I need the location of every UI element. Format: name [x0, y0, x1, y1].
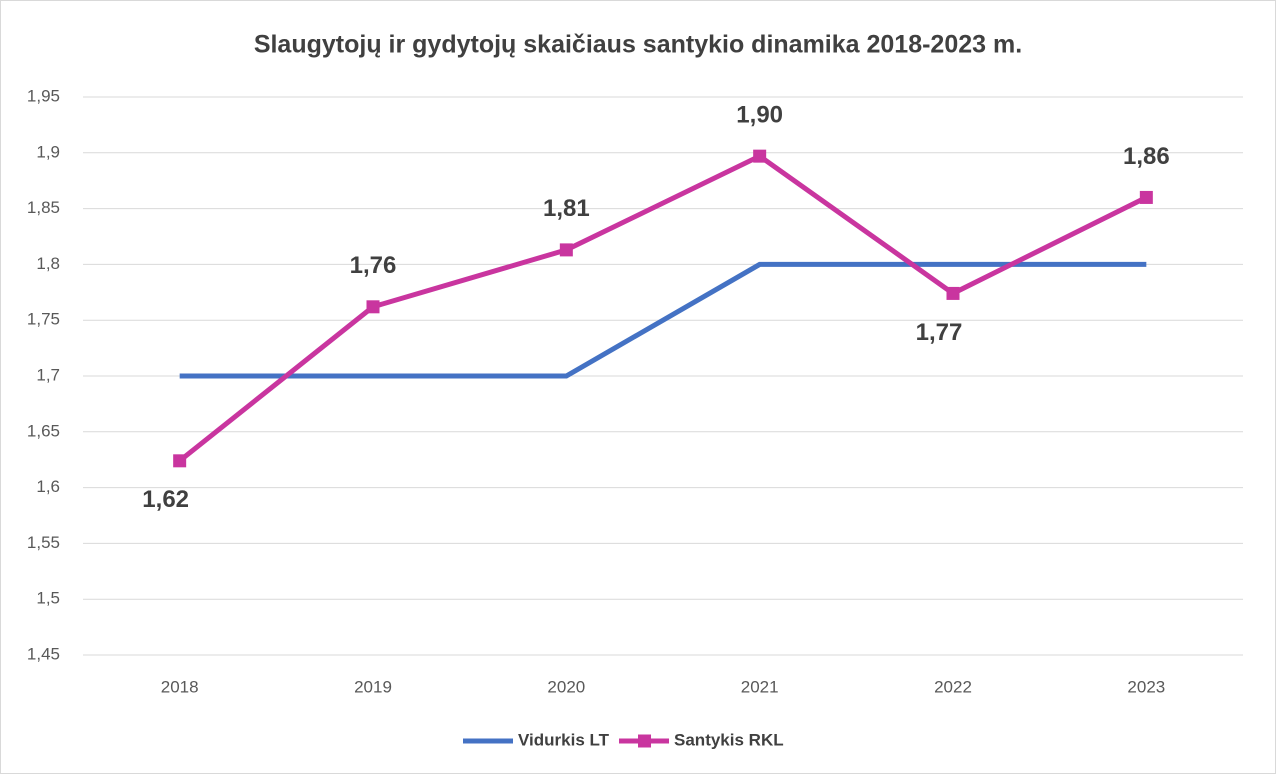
y-tick-label: 1,55: [27, 533, 60, 552]
y-tick-label: 1,9: [36, 142, 60, 161]
y-tick-label: 1,85: [27, 198, 60, 217]
x-tick-label: 2023: [1127, 677, 1165, 696]
x-tick-label: 2020: [547, 677, 585, 696]
legend-label: Vidurkis LT: [518, 730, 610, 749]
data-label: 1,76: [350, 252, 397, 279]
y-tick-label: 1,75: [27, 310, 60, 329]
y-tick-label: 1,5: [36, 589, 60, 608]
marker: [753, 149, 767, 163]
data-label: 1,81: [543, 195, 590, 222]
marker: [559, 243, 573, 257]
y-tick-label: 1,6: [36, 477, 60, 496]
y-tick-label: 1,8: [36, 254, 60, 273]
data-label: 1,90: [736, 101, 783, 128]
line-series: [178, 153, 1148, 463]
marker: [366, 300, 380, 314]
y-tick-label: 1,95: [27, 86, 60, 105]
legend-label: Santykis RKL: [674, 730, 784, 749]
marker: [946, 286, 960, 300]
x-tick-label: 2019: [354, 677, 392, 696]
y-tick-label: 1,45: [27, 644, 60, 663]
data-label: 1,62: [142, 486, 189, 513]
data-label: 1,77: [916, 319, 963, 346]
data-label: 1,86: [1123, 143, 1170, 170]
x-tick-label: 2022: [934, 677, 972, 696]
x-tick-label: 2021: [741, 677, 779, 696]
chart-title: Slaugytojų ir gydytojų skaičiaus santyki…: [254, 31, 1022, 59]
marker: [1139, 190, 1153, 204]
x-tick-label: 2018: [161, 677, 199, 696]
line-series: [179, 261, 1147, 379]
y-tick-label: 1,7: [36, 365, 60, 384]
marker: [173, 454, 187, 468]
y-tick-label: 1,65: [27, 421, 60, 440]
legend-marker: [638, 734, 652, 748]
